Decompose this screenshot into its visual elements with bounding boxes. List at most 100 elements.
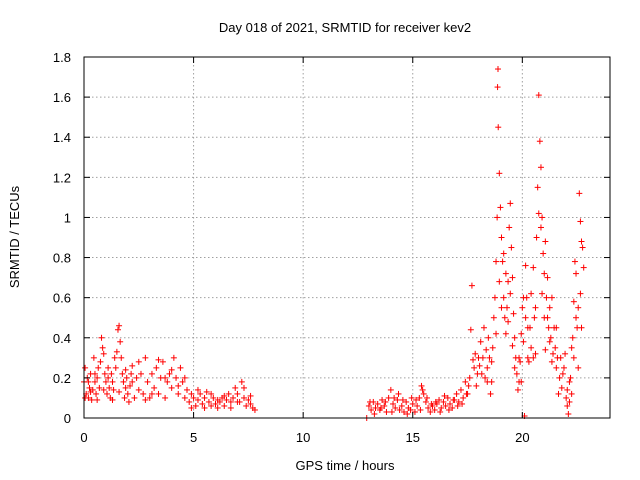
data-point	[553, 364, 560, 371]
data-point	[472, 350, 479, 357]
data-point	[568, 344, 575, 351]
data-point	[208, 390, 215, 397]
data-point	[162, 394, 169, 401]
data-point	[535, 210, 542, 217]
data-point	[480, 324, 487, 331]
data-point	[95, 364, 102, 371]
data-point	[214, 396, 221, 403]
data-point	[225, 390, 232, 397]
data-point	[511, 364, 518, 371]
data-point	[553, 324, 560, 331]
data-point	[238, 378, 245, 385]
data-point	[511, 334, 518, 341]
data-point	[425, 404, 432, 411]
data-point	[502, 270, 509, 277]
data-point	[403, 398, 410, 405]
data-point	[251, 406, 258, 413]
plot-frame	[83, 56, 611, 419]
data-point	[181, 394, 188, 401]
data-point	[482, 374, 489, 381]
data-point	[500, 294, 507, 301]
data-point	[503, 304, 510, 311]
data-point	[478, 370, 485, 377]
data-point	[523, 294, 530, 301]
data-point	[505, 278, 512, 285]
data-point	[432, 398, 439, 405]
data-point	[440, 398, 447, 405]
data-point	[100, 386, 107, 393]
data-point	[125, 398, 132, 405]
data-point	[422, 398, 429, 405]
data-point	[507, 290, 514, 297]
data-point	[550, 350, 557, 357]
data-point	[111, 354, 118, 361]
data-point	[137, 370, 144, 377]
data-point	[562, 350, 569, 357]
data-point	[110, 386, 117, 393]
data-point	[128, 370, 135, 377]
data-point	[532, 304, 539, 311]
y-tick-label: 0	[64, 411, 71, 426]
data-point	[559, 370, 566, 377]
data-point	[541, 270, 548, 277]
data-point	[513, 370, 520, 377]
y-axis-label: SRMTID / TECUs	[7, 185, 22, 288]
data-point	[135, 358, 142, 365]
data-point	[119, 370, 126, 377]
data-point	[530, 354, 537, 361]
data-point	[542, 238, 549, 245]
data-point	[159, 358, 166, 365]
data-point	[234, 398, 241, 405]
data-point	[496, 170, 503, 177]
data-point	[444, 394, 451, 401]
data-point	[90, 354, 97, 361]
data-point	[473, 382, 480, 389]
data-point	[516, 354, 523, 361]
data-point	[576, 190, 583, 197]
data-point	[455, 398, 462, 405]
data-point	[212, 400, 219, 407]
data-point	[135, 386, 142, 393]
data-point	[570, 298, 577, 305]
data-point	[82, 394, 89, 401]
chart-title: Day 018 of 2021, SRMTID for receiver kev…	[219, 20, 471, 35]
data-point	[108, 370, 115, 377]
data-point	[105, 364, 112, 371]
data-point	[575, 304, 582, 311]
data-point	[564, 402, 571, 409]
data-point	[368, 406, 375, 413]
data-point	[133, 374, 140, 381]
data-point	[518, 378, 525, 385]
data-point	[109, 378, 116, 385]
data-point	[477, 338, 484, 345]
data-point	[399, 396, 406, 403]
data-point	[407, 406, 414, 413]
data-point	[546, 338, 553, 345]
data-point	[91, 378, 98, 385]
data-point	[500, 250, 507, 257]
data-point	[118, 354, 125, 361]
data-point	[214, 404, 221, 411]
data-point	[499, 258, 506, 265]
data-point	[453, 390, 460, 397]
data-point	[498, 234, 505, 241]
data-point	[91, 370, 98, 377]
data-point	[493, 258, 500, 265]
data-point	[106, 384, 113, 391]
data-point	[144, 378, 151, 385]
data-point	[579, 244, 586, 251]
data-point	[441, 392, 448, 399]
data-point	[192, 402, 199, 409]
data-point	[465, 382, 472, 389]
x-axis-label: GPS time / hours	[296, 458, 395, 473]
data-point	[382, 398, 389, 405]
data-point	[509, 274, 516, 281]
data-point	[240, 384, 247, 391]
data-point	[552, 344, 559, 351]
data-point	[502, 330, 509, 337]
data-point	[428, 400, 435, 407]
data-point	[531, 314, 538, 321]
data-point	[164, 378, 171, 385]
data-point	[186, 398, 193, 405]
data-point	[490, 314, 497, 321]
